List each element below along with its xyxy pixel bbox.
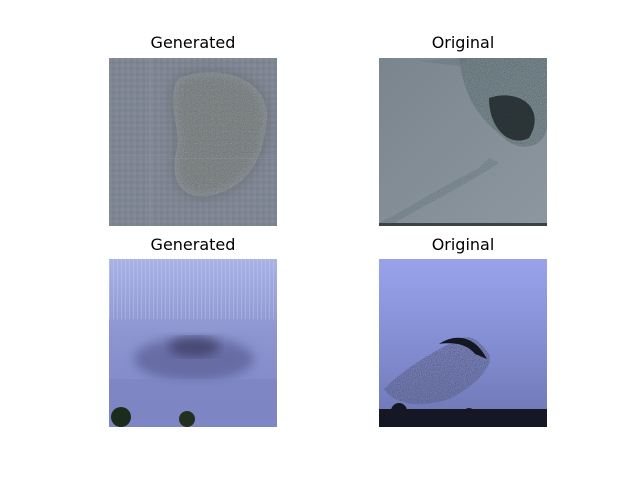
generated-image-bottom bbox=[109, 259, 277, 427]
panel-title-generated-top: Generated bbox=[150, 33, 236, 52]
original-image-top bbox=[379, 58, 547, 226]
original-image-bottom bbox=[379, 259, 547, 427]
generated-image-top bbox=[109, 58, 277, 226]
panel-title-original-bottom: Original bbox=[431, 235, 495, 254]
panel-title-original-top: Original bbox=[431, 33, 495, 52]
panel-title-generated-bottom: Generated bbox=[150, 235, 236, 254]
